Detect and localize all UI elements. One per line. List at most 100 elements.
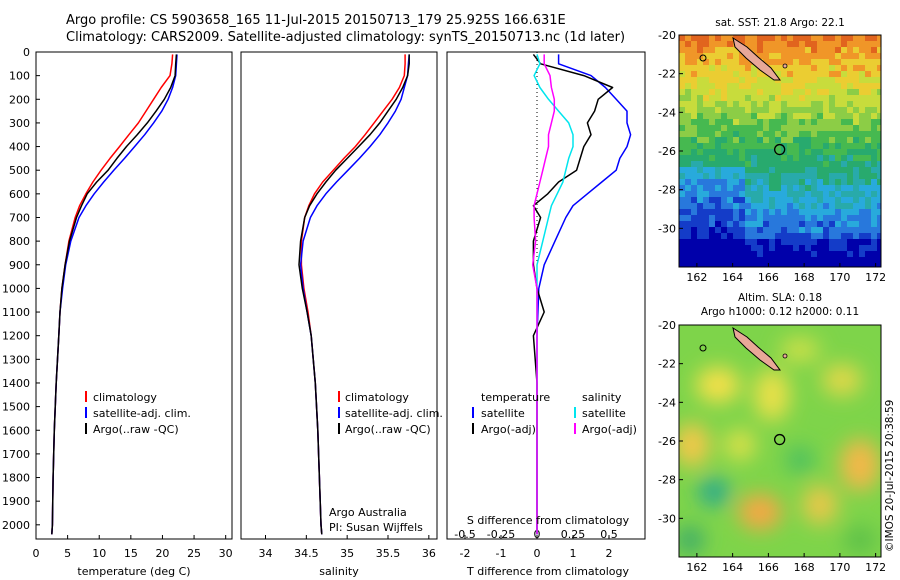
sst-cell bbox=[871, 125, 877, 131]
sst-cell bbox=[823, 89, 829, 95]
sst-cell bbox=[685, 215, 691, 221]
sst-cell bbox=[721, 233, 727, 239]
sst-cell bbox=[853, 203, 859, 209]
sst-cell bbox=[727, 65, 733, 71]
sst-cell bbox=[685, 65, 691, 71]
sst-cell bbox=[709, 227, 715, 233]
sst-cell bbox=[745, 167, 751, 173]
sla-map-subtitle: Argo h1000: 0.12 h2000: 0.11 bbox=[701, 306, 859, 318]
sst-cell bbox=[703, 167, 709, 173]
sst-cell bbox=[679, 77, 685, 83]
sst-cell bbox=[853, 137, 859, 143]
sst-cell bbox=[715, 257, 721, 263]
sst-cell bbox=[685, 203, 691, 209]
sst-cell bbox=[871, 119, 877, 125]
sst-cell bbox=[787, 191, 793, 197]
sst-cell bbox=[805, 257, 811, 263]
sst-cell bbox=[853, 209, 859, 215]
sst-cell bbox=[817, 35, 823, 41]
sst-cell bbox=[823, 107, 829, 113]
sst-cell bbox=[775, 221, 781, 227]
sst-cell bbox=[727, 209, 733, 215]
sst-cell bbox=[841, 65, 847, 71]
sst-cell bbox=[685, 77, 691, 83]
sst-cell bbox=[871, 65, 877, 71]
y-tick-label: 600 bbox=[9, 188, 30, 201]
sst-cell bbox=[703, 71, 709, 77]
sst-cell bbox=[859, 65, 865, 71]
sst-cell bbox=[697, 179, 703, 185]
sst-cell bbox=[721, 41, 727, 47]
sst-cell bbox=[769, 161, 775, 167]
sst-cell bbox=[763, 263, 769, 267]
sst-cell bbox=[751, 257, 757, 263]
sst-cell bbox=[775, 209, 781, 215]
sst-cell bbox=[829, 41, 835, 47]
temperature-axes-frame bbox=[35, 51, 233, 540]
sst-cell bbox=[715, 131, 721, 137]
legend-label-argo: Argo(..raw -QC) bbox=[93, 423, 179, 436]
sst-cell bbox=[727, 83, 733, 89]
sst-cell bbox=[841, 155, 847, 161]
sst-cell bbox=[751, 125, 757, 131]
sst-cell bbox=[703, 173, 709, 179]
sst-cell bbox=[835, 239, 841, 245]
sst-cell bbox=[799, 209, 805, 215]
sla-map-title: Altim. SLA: 0.18 bbox=[738, 292, 822, 304]
sst-cell bbox=[865, 41, 871, 47]
sst-cell bbox=[811, 179, 817, 185]
sst-cell bbox=[799, 65, 805, 71]
sst-cell bbox=[847, 215, 853, 221]
sst-cell bbox=[823, 245, 829, 251]
sst-cell bbox=[763, 137, 769, 143]
y-tick-label: 200 bbox=[9, 93, 30, 106]
sst-cell bbox=[685, 191, 691, 197]
sst-cell bbox=[859, 245, 865, 251]
sst-cell bbox=[691, 191, 697, 197]
sst-cell bbox=[733, 47, 739, 53]
sst-cell bbox=[823, 197, 829, 203]
sst-cell bbox=[859, 119, 865, 125]
sst-cell bbox=[703, 125, 709, 131]
sst-cell bbox=[703, 239, 709, 245]
sst-cell bbox=[751, 119, 757, 125]
sst-cell bbox=[841, 197, 847, 203]
sst-cell bbox=[835, 77, 841, 83]
sst-cell bbox=[775, 59, 781, 65]
sst-cell bbox=[847, 77, 853, 83]
sst-cell bbox=[805, 89, 811, 95]
sst-cell bbox=[823, 227, 829, 233]
sst-cell bbox=[745, 95, 751, 101]
sst-cell bbox=[787, 41, 793, 47]
sst-cell bbox=[799, 251, 805, 257]
sst-cell bbox=[721, 215, 727, 221]
sst-cell bbox=[709, 83, 715, 89]
sst-cell bbox=[805, 239, 811, 245]
sst-cell bbox=[715, 215, 721, 221]
sst-cell bbox=[727, 143, 733, 149]
sst-cell bbox=[829, 227, 835, 233]
sst-cell bbox=[829, 179, 835, 185]
sst-cell bbox=[721, 59, 727, 65]
salinity-x-axis: 34 34.5 35 35.5 36 bbox=[259, 535, 436, 560]
sst-cell bbox=[763, 227, 769, 233]
sst-cell bbox=[733, 95, 739, 101]
sst-cell bbox=[877, 173, 881, 179]
sst-cell bbox=[691, 233, 697, 239]
sst-cell bbox=[787, 251, 793, 257]
sst-cell bbox=[733, 221, 739, 227]
sst-cell bbox=[841, 149, 847, 155]
sst-cell bbox=[835, 47, 841, 53]
sst-cell bbox=[727, 95, 733, 101]
sst-cell bbox=[853, 155, 859, 161]
sst-cell bbox=[871, 185, 877, 191]
sst-cell bbox=[709, 137, 715, 143]
sst-cell bbox=[811, 107, 817, 113]
sst-cell bbox=[823, 65, 829, 71]
sst-cell bbox=[787, 89, 793, 95]
sst-cell bbox=[727, 245, 733, 251]
sst-cell bbox=[829, 95, 835, 101]
sst-cell bbox=[793, 173, 799, 179]
sst-cell bbox=[823, 83, 829, 89]
sst-cell bbox=[829, 65, 835, 71]
